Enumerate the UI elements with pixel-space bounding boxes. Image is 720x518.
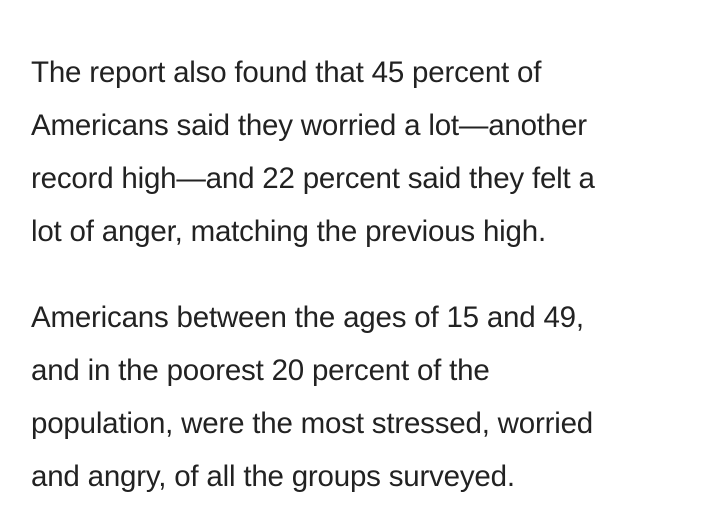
- article-paragraph-1: The report also found that 45 percent of…: [31, 46, 706, 258]
- paragraph-line: record high—and 22 percent said they fel…: [31, 162, 595, 195]
- paragraph-line: and in the poorest 20 percent of the: [31, 354, 490, 387]
- paragraph-line: lot of anger, matching the previous high…: [31, 215, 546, 248]
- article-paragraph-2: Americans between the ages of 15 and 49,…: [31, 291, 706, 503]
- paragraph-line: Americans between the ages of 15 and 49,: [31, 301, 584, 334]
- paragraph-line: and angry, of all the groups surveyed.: [31, 460, 515, 493]
- paragraph-line: population, were the most stressed, worr…: [31, 407, 594, 440]
- paragraph-line: Americans said they worried a lot—anothe…: [31, 109, 587, 142]
- article-body: The report also found that 45 percent of…: [31, 46, 706, 503]
- paragraph-line: The report also found that 45 percent of: [31, 56, 542, 89]
